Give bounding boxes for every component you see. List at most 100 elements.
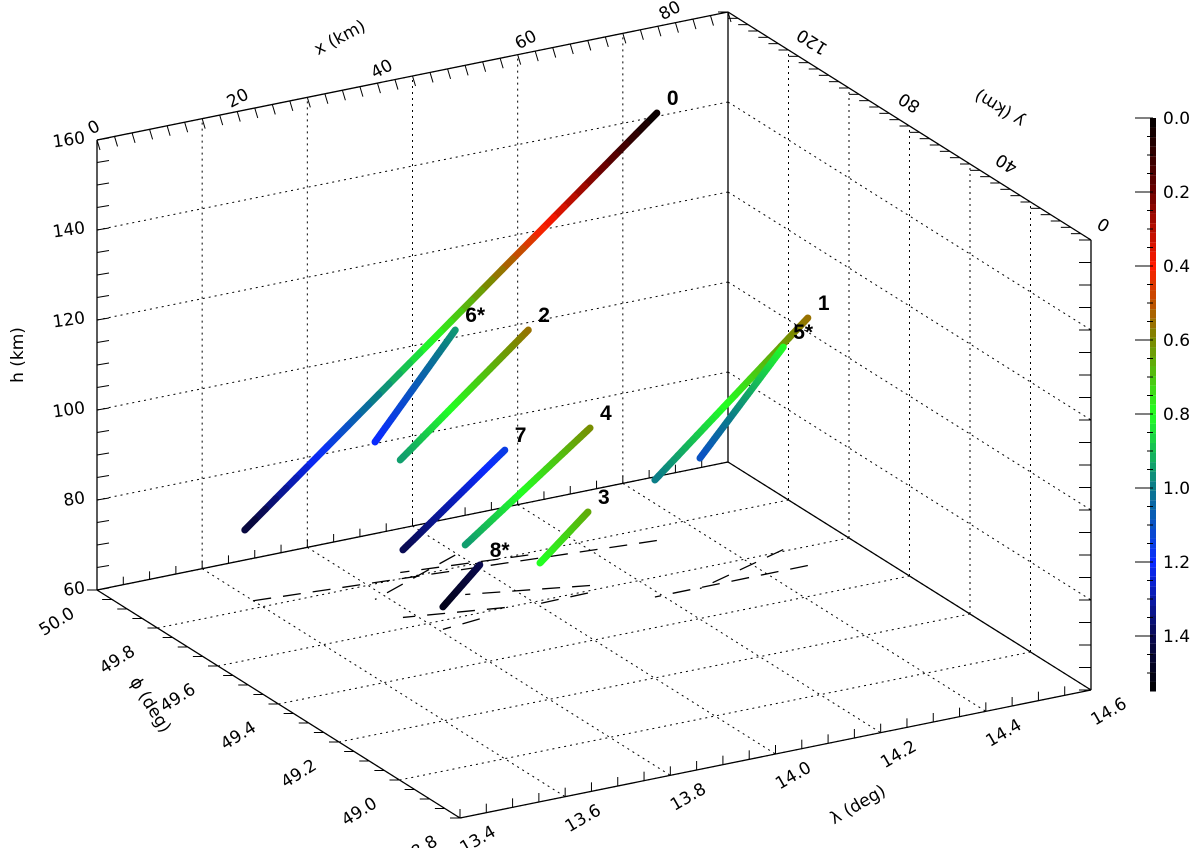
y-axis-title: y (km) (971, 85, 1028, 131)
grid-lines (96, 11, 1092, 819)
grid-line (517, 504, 881, 734)
tick-mark (96, 250, 110, 253)
tick-mark (96, 542, 110, 546)
track-label: 2 (538, 304, 550, 327)
tick-mark (96, 385, 110, 388)
tick-mark (254, 107, 259, 119)
track-5-star: 5* (696, 321, 814, 462)
track-label: 5* (793, 321, 814, 344)
colorbar-tick-label: 1.0 (1163, 479, 1190, 499)
tick-mark (96, 295, 110, 298)
tick-mark (96, 205, 110, 208)
h-tick-label: 80 (62, 488, 86, 511)
grid-line (217, 537, 850, 667)
phi-tick-label: 50.0 (36, 603, 79, 640)
phi-tick-label: 49.4 (217, 717, 260, 754)
track-label: 3 (598, 486, 610, 509)
track-segment (371, 435, 381, 446)
colorbar-tick-label: 0.4 (1163, 257, 1190, 277)
track-segment (461, 538, 472, 549)
tick-mark (201, 118, 206, 129)
tick-mark (464, 65, 469, 76)
track-segment (651, 472, 663, 484)
phi-tick-label: 49.8 (96, 641, 139, 678)
y-tick-label: 80 (895, 88, 924, 116)
h-tick-label: 140 (51, 218, 86, 242)
tick-mark (271, 104, 276, 115)
tick-mark (96, 272, 110, 276)
y-tick-label: 120 (793, 24, 831, 58)
tick-mark (96, 565, 110, 568)
axes-box (87, 11, 1092, 819)
axis-line (727, 461, 1092, 691)
tick-mark (394, 79, 399, 90)
tick-mark (324, 93, 329, 104)
tick-mark (674, 22, 679, 33)
tick-mark (306, 97, 311, 108)
tick-mark (639, 29, 644, 40)
h-axis-title: h (km) (8, 327, 28, 383)
tick-mark (289, 100, 294, 112)
lambda-tick-label: 14.2 (877, 737, 920, 773)
colorbar-tick-label: 0.0 (1163, 109, 1190, 129)
tracks: 0 1 2 3 4 5* 6* 7 8* (241, 87, 830, 611)
colorbar-tick-label: 0.8 (1163, 405, 1190, 425)
tick-mark (552, 47, 557, 58)
ground-projection (244, 539, 657, 603)
tick-mark (692, 18, 697, 30)
grid-line (307, 546, 671, 776)
ground-projection (400, 554, 529, 574)
lambda-tick-label: 13.6 (562, 801, 605, 837)
colorbar-tick-label: 0.2 (1163, 183, 1190, 203)
colorbar-tick-label: 0.6 (1163, 331, 1190, 351)
tick-mark (359, 86, 364, 97)
ground-projection (374, 554, 456, 601)
track-segment (241, 516, 259, 534)
grid-line (412, 525, 776, 755)
lambda-tick-label: 13.4 (457, 822, 500, 848)
phi-tick-label: 48.8 (399, 831, 442, 848)
phi-tick-label: 49.0 (338, 793, 381, 830)
x-tick-label: 40 (368, 55, 396, 83)
tick-mark (96, 430, 110, 433)
track-segment (396, 453, 407, 464)
tick-mark (376, 82, 381, 94)
x-tick-label: 0 (85, 116, 104, 139)
phi-tick-label: 49.2 (278, 755, 321, 792)
tick-mark (184, 122, 189, 133)
tick-mark (657, 26, 662, 37)
track-segment (399, 543, 409, 554)
tick-mark (517, 54, 522, 65)
track-0: 0 (241, 87, 679, 534)
tick-mark (96, 362, 110, 366)
tick-mark (499, 58, 504, 69)
tick-mark (96, 137, 110, 141)
grid-line (338, 613, 971, 743)
colorbar-tick-label: 1.4 (1163, 627, 1190, 647)
track-1: 1 (651, 292, 830, 484)
h-tick-label: 160 (51, 128, 86, 152)
track-segment (536, 558, 545, 567)
tick-mark (219, 114, 224, 126)
tick-mark (96, 520, 110, 523)
h-tick-label: 120 (51, 308, 86, 332)
track-8-star: 8* (439, 539, 511, 611)
track-label: 7 (515, 424, 527, 447)
tick-mark (96, 587, 110, 591)
colorbar-tick-label: 1.2 (1163, 553, 1190, 573)
lambda-tick-label: 14.6 (1088, 694, 1131, 730)
tick-mark (96, 452, 110, 456)
track-label: 4 (600, 402, 612, 425)
track-2: 2 (396, 304, 550, 464)
tick-mark (412, 75, 416, 87)
track-segment (439, 602, 448, 611)
track-label: 8* (490, 539, 511, 562)
tick-mark (709, 15, 714, 26)
tick-mark (587, 40, 592, 51)
tick-mark (482, 61, 487, 72)
tick-mark (96, 160, 110, 163)
tick-mark (114, 136, 119, 147)
tick-mark (96, 340, 110, 343)
